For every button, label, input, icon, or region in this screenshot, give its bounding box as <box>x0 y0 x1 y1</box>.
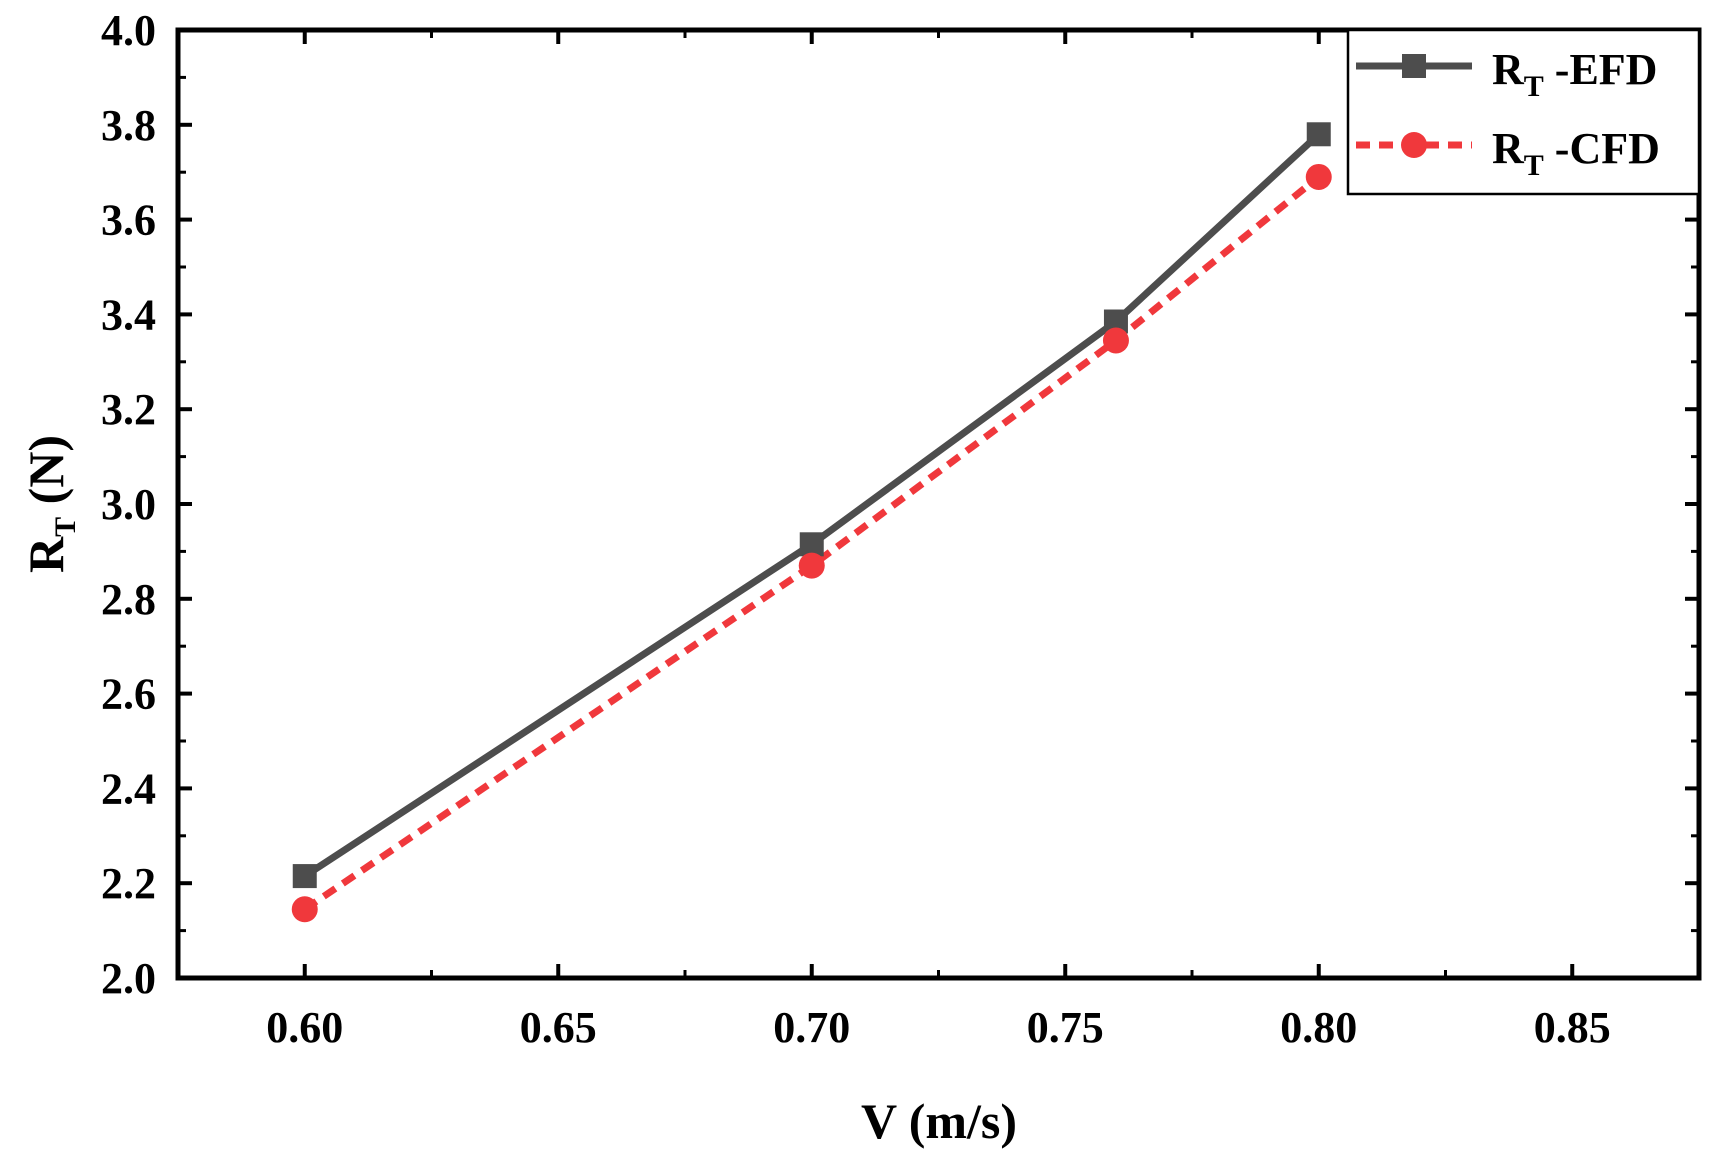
y-axis-ticks: 2.0 2.2 2.4 2.6 2.8 3.0 3.2 3.4 3.6 3.8 4.0 <box>101 6 1699 1003</box>
data-point-efd <box>292 864 317 889</box>
y-tick-label: 2.2 <box>101 859 156 908</box>
y-tick-label: 2.0 <box>101 954 156 1003</box>
plot-frame <box>175 27 1702 981</box>
x-axis-ticks: 0.60 0.65 0.70 0.75 0.80 0.85 <box>176 30 1701 1052</box>
legend-marker-efd <box>1402 54 1426 78</box>
data-point-cfd <box>1102 327 1129 354</box>
y-axis-title: RT (N) <box>18 435 82 573</box>
series-line-efd <box>302 131 1322 880</box>
x-tick-label: 0.85 <box>1534 1003 1611 1052</box>
y-tick-label: 2.8 <box>101 575 156 624</box>
series-line-cfd <box>302 174 1321 913</box>
y-tick-label: 3.6 <box>101 196 156 245</box>
y-tick-label: 3.8 <box>101 101 156 150</box>
y-tick-label: 4.0 <box>101 6 156 55</box>
data-point-cfd <box>798 552 825 579</box>
data-point-cfd <box>291 896 318 923</box>
y-tick-label: 3.0 <box>101 480 156 529</box>
x-tick-label: 0.60 <box>266 1003 343 1052</box>
legend-entry-efd: RT -EFD <box>1356 45 1657 103</box>
legend-entry-cfd: RT -CFD <box>1356 124 1660 182</box>
data-point-efd <box>1306 122 1331 147</box>
x-tick-label: 0.65 <box>520 1003 597 1052</box>
legend-label-efd: RT -EFD <box>1492 45 1657 103</box>
y-tick-label: 3.2 <box>101 385 156 434</box>
data-point-cfd <box>1305 163 1332 190</box>
data-point-efd <box>799 532 824 557</box>
series-layer <box>291 122 1332 923</box>
x-tick-label: 0.70 <box>773 1003 850 1052</box>
x-tick-label: 0.75 <box>1027 1003 1104 1052</box>
x-axis-title: V (m/s) <box>861 1093 1017 1149</box>
legend-marker-cfd <box>1401 132 1427 158</box>
x-tick-label: 0.80 <box>1280 1003 1357 1052</box>
legend: RT -EFD RT -CFD <box>1346 28 1701 196</box>
y-tick-label: 2.4 <box>101 764 156 813</box>
legend-label-cfd: RT -CFD <box>1492 124 1660 182</box>
y-tick-label: 2.6 <box>101 670 156 719</box>
y-tick-label: 3.4 <box>101 290 156 339</box>
